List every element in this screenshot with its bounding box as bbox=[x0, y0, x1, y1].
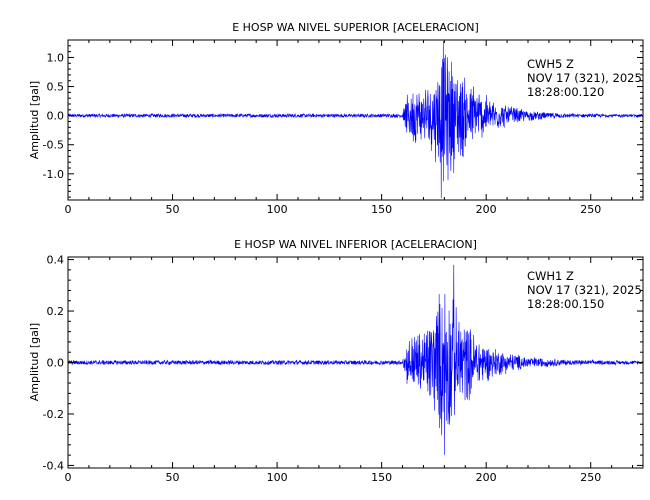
x-tick-label: 0 bbox=[65, 471, 72, 484]
station-annotation: CWH5 Z bbox=[527, 57, 574, 71]
y-tick-label: 0.4 bbox=[47, 254, 65, 267]
x-tick-label: 150 bbox=[371, 203, 392, 216]
plot-frame bbox=[67, 39, 644, 201]
chart-title: E HOSP WA NIVEL INFERIOR [ACELERACION] bbox=[234, 238, 477, 251]
station-annotation: NOV 17 (321), 2025 bbox=[527, 71, 642, 85]
y-tick-label: 1.0 bbox=[47, 51, 65, 64]
y-tick-label: 0.5 bbox=[47, 81, 65, 94]
panel-nivel-superior: E HOSP WA NIVEL SUPERIOR [ACELERACION] Am… bbox=[28, 21, 644, 216]
waveform-trace bbox=[67, 264, 644, 456]
y-tick-label: -0.5 bbox=[43, 139, 64, 152]
x-tick-label: 150 bbox=[371, 471, 392, 484]
x-tick-label: 200 bbox=[476, 203, 497, 216]
y-tick-label: 0.2 bbox=[47, 305, 65, 318]
x-tick-label: 250 bbox=[580, 203, 601, 216]
station-annotation: 18:28:00.120 bbox=[527, 85, 604, 99]
y-axis-label: Amplitud [gal] bbox=[28, 323, 41, 401]
x-tick-label: 50 bbox=[166, 471, 180, 484]
y-tick-label: -0.2 bbox=[43, 408, 64, 421]
y-tick-label: -0.4 bbox=[43, 459, 64, 472]
station-annotation: CWH1 Z bbox=[527, 269, 574, 283]
x-tick-label: 200 bbox=[476, 471, 497, 484]
y-axis-label: Amplitud [gal] bbox=[28, 81, 41, 159]
y-tick-label: 0.0 bbox=[47, 110, 65, 123]
chart-title: E HOSP WA NIVEL SUPERIOR [ACELERACION] bbox=[232, 21, 479, 34]
panel-nivel-inferior: E HOSP WA NIVEL INFERIOR [ACELERACION] Am… bbox=[28, 238, 644, 484]
y-tick-label: 0.0 bbox=[47, 357, 65, 370]
station-annotation: 18:28:00.150 bbox=[527, 297, 604, 311]
station-annotation: NOV 17 (321), 2025 bbox=[527, 283, 642, 297]
waveform-trace bbox=[67, 41, 644, 199]
x-tick-label: 250 bbox=[580, 471, 601, 484]
x-tick-label: 100 bbox=[267, 471, 288, 484]
x-tick-label: 50 bbox=[166, 203, 180, 216]
x-tick-label: 100 bbox=[267, 203, 288, 216]
x-tick-label: 0 bbox=[65, 203, 72, 216]
y-tick-label: -1.0 bbox=[43, 168, 64, 181]
